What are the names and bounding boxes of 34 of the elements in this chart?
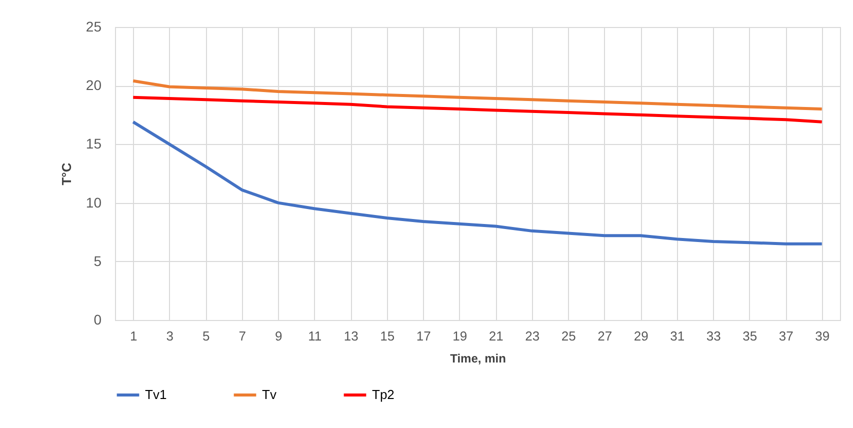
x-tick-label: 17 xyxy=(416,328,431,344)
x-tick-label: 39 xyxy=(815,328,830,344)
x-tick-label: 37 xyxy=(778,328,794,344)
y-tick-label: 0 xyxy=(94,312,102,328)
x-tick-label: 5 xyxy=(202,328,210,344)
line-series xyxy=(132,79,824,111)
legend-label: Tp2 xyxy=(372,387,394,402)
x-tick-label: 29 xyxy=(634,328,648,344)
y-tick-label: 20 xyxy=(86,77,102,94)
legend-label: Tv1 xyxy=(145,387,167,402)
y-tick-label: 15 xyxy=(86,136,102,152)
y-axis-title: T°C xyxy=(58,162,74,186)
x-tick-label: 11 xyxy=(308,328,322,344)
x-tick-label: 9 xyxy=(275,328,282,344)
x-tick-label: 15 xyxy=(380,328,395,344)
x-tick-label: 33 xyxy=(706,328,721,344)
x-tick-label: 35 xyxy=(742,328,758,344)
x-tick-label: 1 xyxy=(130,328,138,344)
x-tick-label: 3 xyxy=(166,328,174,344)
y-tick-label: 10 xyxy=(86,194,102,210)
legend-label: Tv xyxy=(262,387,277,402)
x-tick-label: 7 xyxy=(238,328,246,344)
y-tick-label: 5 xyxy=(94,252,102,269)
x-tick-label: 13 xyxy=(344,328,358,344)
x-tick-label: 27 xyxy=(598,328,612,344)
x-tick-label: 21 xyxy=(488,328,504,344)
line-series xyxy=(132,96,824,124)
x-tick-label: 19 xyxy=(452,328,468,344)
x-tick-label: 31 xyxy=(670,328,685,344)
y-tick-label: 25 xyxy=(86,18,102,34)
line-series xyxy=(132,120,824,246)
x-axis-title: Time, min xyxy=(450,352,506,366)
x-tick-label: 25 xyxy=(561,328,576,344)
x-tick-label: 23 xyxy=(525,328,540,344)
